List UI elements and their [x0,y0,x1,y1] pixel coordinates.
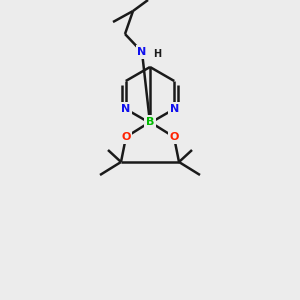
Text: N: N [121,104,130,114]
Text: N: N [169,104,179,114]
Text: N: N [137,47,147,57]
Text: O: O [121,132,131,142]
Text: B: B [146,117,154,127]
Text: O: O [169,132,179,142]
Text: H: H [153,49,161,59]
